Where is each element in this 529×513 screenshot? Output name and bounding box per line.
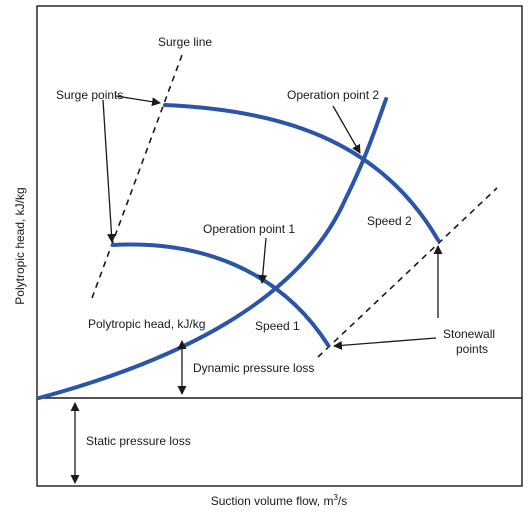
surge-points-label: Surge points — [56, 88, 123, 102]
surge-points-arrow-upper — [115, 95, 161, 107]
x-axis-title-main: Suction volume flow, m — [211, 494, 334, 508]
stonewall-points-label-line1: Stonewall — [443, 327, 495, 341]
speed-2-label: Speed 2 — [367, 214, 412, 228]
surge-points-arrow-lower — [102, 99, 116, 243]
stonewall-points-arrow-lower — [333, 337, 437, 350]
static-pressure-loss-label: Static pressure loss — [86, 434, 191, 448]
operation-point-1-label: Operation point 1 — [203, 222, 295, 236]
plot-frame — [36, 5, 523, 487]
x-axis-title-tail: /s — [338, 494, 347, 508]
y-axis-title: Polytropic head, kJ/kg — [13, 187, 27, 304]
system-resistance-curve — [37, 97, 388, 400]
speed-2-curve — [163, 103, 440, 242]
operation-point-2-arrow — [332, 105, 361, 154]
polytropic-head-label: Polytropic head, kJ/kg — [88, 317, 205, 331]
x-axis-title-superscript: 3 — [333, 493, 338, 502]
dynamic-pressure-loss-label: Dynamic pressure loss — [193, 361, 314, 375]
operation-point-1-arrow — [258, 237, 268, 284]
operation-point-2-label: Operation point 2 — [287, 88, 379, 102]
speed-1-label: Speed 1 — [255, 319, 300, 333]
surge-line-label: Surge line — [158, 35, 212, 49]
stonewall-line — [317, 187, 498, 358]
stonewall-points-label-line2: points — [456, 342, 488, 356]
speed-1-curve — [111, 242, 330, 347]
x-axis-title: Suction volume flow, m3/s — [211, 493, 348, 508]
